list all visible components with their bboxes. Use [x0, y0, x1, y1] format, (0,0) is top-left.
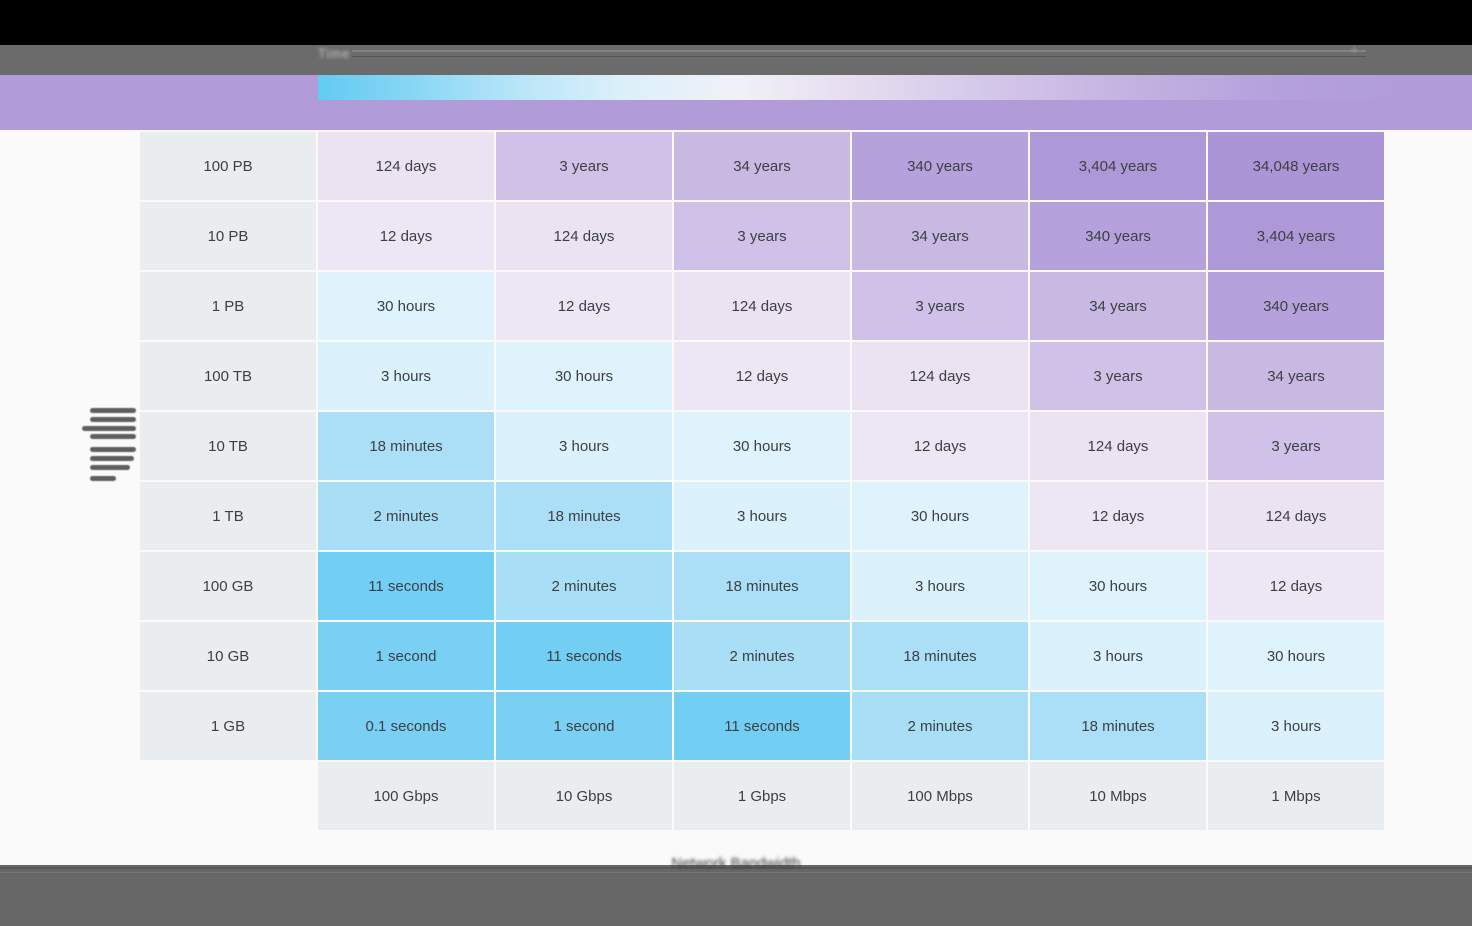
heatmap-cell: 124 days: [496, 202, 672, 270]
heatmap-cell: 11 seconds: [674, 692, 850, 760]
heatmap-cell: 124 days: [1208, 482, 1384, 550]
heatmap-cell: 12 days: [674, 342, 850, 410]
heatmap-cell: 3 hours: [1208, 692, 1384, 760]
heatmap-cell: 3 hours: [318, 342, 494, 410]
heatmap-cell: 30 hours: [1030, 552, 1206, 620]
col-header-100-mbps: 100 Mbps: [852, 762, 1028, 830]
top-black-bar: [0, 0, 1472, 45]
heatmap-cell: 0.1 seconds: [318, 692, 494, 760]
col-header-1-gbps: 1 Gbps: [674, 762, 850, 830]
heatmap-cell: 3 years: [1030, 342, 1206, 410]
row-header-100-tb: 100 TB: [140, 342, 316, 410]
footer-ruler-line-2: [0, 872, 1472, 873]
heatmap-cell: 2 minutes: [496, 552, 672, 620]
heatmap-cell: 3 years: [852, 272, 1028, 340]
redacted-text-bar: [90, 447, 136, 452]
heatmap-cell: 30 hours: [852, 482, 1028, 550]
heatmap-cell: 3,404 years: [1030, 132, 1206, 200]
heatmap-cell: 34 years: [674, 132, 850, 200]
row-header-10-gb: 10 GB: [140, 622, 316, 690]
heatmap-cell: 18 minutes: [1030, 692, 1206, 760]
toolbar-blurred-label: Time: [318, 46, 351, 61]
heatmap-cell: 11 seconds: [496, 622, 672, 690]
heatmap-cell: 30 hours: [496, 342, 672, 410]
heatmap-cell: 124 days: [318, 132, 494, 200]
redacted-text-bar: [82, 426, 136, 431]
heatmap-cell: 3 years: [1208, 412, 1384, 480]
toolbar-ruler-line-2: [352, 56, 1366, 57]
heatmap-cell: 124 days: [1030, 412, 1206, 480]
heatmap-cell: 3 hours: [674, 482, 850, 550]
heatmap-cell: 12 days: [318, 202, 494, 270]
transfer-time-table: 100 PB 124 days 3 years 34 years 340 years 3,…: [140, 132, 1384, 830]
redacted-text-bar: [90, 408, 136, 413]
row-header-100-gb: 100 GB: [140, 552, 316, 620]
heatmap-cell: 34 years: [1208, 342, 1384, 410]
heatmap-cell: 11 seconds: [318, 552, 494, 620]
heatmap-cell: 3 hours: [1030, 622, 1206, 690]
heatmap-cell: 34 years: [1030, 272, 1206, 340]
col-header-10-gbps: 10 Gbps: [496, 762, 672, 830]
heatmap-cell: 2 minutes: [674, 622, 850, 690]
col-header-1-mbps: 1 Mbps: [1208, 762, 1384, 830]
col-header-10-mbps: 10 Mbps: [1030, 762, 1206, 830]
redacted-text-bar: [90, 417, 136, 422]
heatmap-cell: 3 years: [674, 202, 850, 270]
heatmap-cell: 12 days: [496, 272, 672, 340]
row-header-100-pb: 100 PB: [140, 132, 316, 200]
heatmap-cell: 124 days: [674, 272, 850, 340]
heatmap-cell: 18 minutes: [674, 552, 850, 620]
heatmap-cell: 1 second: [318, 622, 494, 690]
corner-spacer: [140, 762, 316, 830]
heatmap-cell: 3 hours: [496, 412, 672, 480]
heatmap-cell: 340 years: [1208, 272, 1384, 340]
heatmap-cell: 12 days: [852, 412, 1028, 480]
heatmap-cell: 30 hours: [1208, 622, 1384, 690]
row-header-10-tb: 10 TB: [140, 412, 316, 480]
heatmap-cell: 3 hours: [852, 552, 1028, 620]
heatmap-cell: 34 years: [852, 202, 1028, 270]
footer-bar: [0, 865, 1472, 926]
redacted-text-bar: [90, 465, 130, 470]
heatmap-cell: 340 years: [852, 132, 1028, 200]
left-axis-label-redacted: [82, 408, 138, 488]
col-header-100-gbps: 100 Gbps: [318, 762, 494, 830]
heatmap-cell: 12 days: [1030, 482, 1206, 550]
row-header-1-gb: 1 GB: [140, 692, 316, 760]
heatmap-cell: 2 minutes: [318, 482, 494, 550]
toolbar-ruler-line: [352, 50, 1366, 52]
heatmap-cell: 30 hours: [318, 272, 494, 340]
heatmap-cell: 124 days: [852, 342, 1028, 410]
heatmap-cell: 34,048 years: [1208, 132, 1384, 200]
heatmap-cell: 30 hours: [674, 412, 850, 480]
heatmap-cell: 340 years: [1030, 202, 1206, 270]
heatmap-cell: 18 minutes: [496, 482, 672, 550]
color-scale-gradient: [318, 75, 1418, 100]
bottom-axis-label: Network Bandwidth: [671, 855, 801, 872]
row-header-10-pb: 10 PB: [140, 202, 316, 270]
heatmap-cell: 1 second: [496, 692, 672, 760]
redacted-text-bar: [90, 434, 136, 439]
heatmap-cell: 18 minutes: [852, 622, 1028, 690]
heatmap-cell: 2 minutes: [852, 692, 1028, 760]
redacted-text-bar: [90, 456, 134, 461]
footer-ruler-line: [0, 867, 1472, 869]
plus-icon: +: [1350, 42, 1359, 59]
heatmap-cell: 3,404 years: [1208, 202, 1384, 270]
row-header-1-tb: 1 TB: [140, 482, 316, 550]
row-header-1-pb: 1 PB: [140, 272, 316, 340]
heatmap-cell: 12 days: [1208, 552, 1384, 620]
heatmap-cell: 3 years: [496, 132, 672, 200]
redacted-text-bar: [90, 476, 116, 481]
heatmap-cell: 18 minutes: [318, 412, 494, 480]
